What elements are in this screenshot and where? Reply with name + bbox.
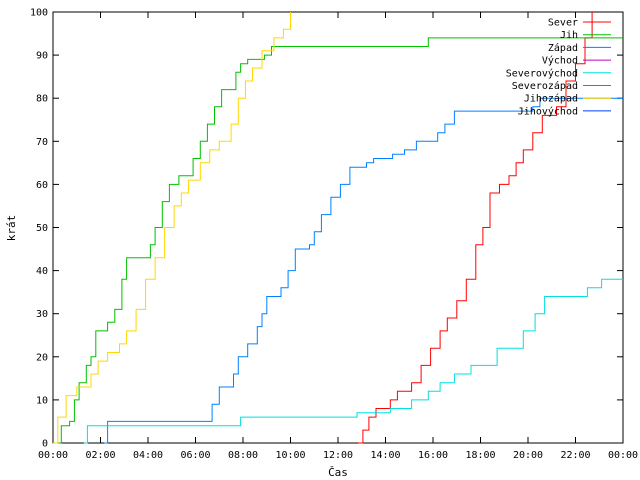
x-axis-label: Čas xyxy=(328,466,348,479)
x-tick-label: 22:00 xyxy=(560,450,590,461)
x-tick-label: 16:00 xyxy=(418,450,448,461)
legend-label: Východ xyxy=(542,55,578,67)
y-tick-label: 70 xyxy=(36,137,48,148)
x-tick-label: 02:00 xyxy=(85,450,115,461)
series-line-severovýchod xyxy=(83,278,623,444)
legend: SeverJihZápadVýchodSeverovýchodSeverozáp… xyxy=(506,18,611,117)
y-tick-label: 0 xyxy=(42,439,48,450)
y-tick-label: 30 xyxy=(36,309,48,320)
legend-label: Sever xyxy=(548,18,578,29)
y-tick-label: 40 xyxy=(36,266,48,277)
x-tick-label: 18:00 xyxy=(465,450,495,461)
series-line-jih xyxy=(57,37,623,444)
series-line-jihozápad xyxy=(53,12,291,444)
legend-label: Jihozápad xyxy=(524,93,578,105)
y-tick-label: 90 xyxy=(36,51,48,62)
y-tick-label: 50 xyxy=(36,223,48,234)
y-tick-label: 100 xyxy=(30,8,48,19)
x-tick-label: 00:00 xyxy=(608,450,638,461)
x-tick-label: 10:00 xyxy=(275,450,305,461)
y-axis-label: krát xyxy=(5,215,18,242)
y-tick-label: 60 xyxy=(36,180,48,191)
x-tick-label: 00:00 xyxy=(38,450,68,461)
x-tick-label: 12:00 xyxy=(323,450,353,461)
y-tick-label: 20 xyxy=(36,352,48,363)
legend-label: Severovýchod xyxy=(506,67,578,79)
x-tick-label: 20:00 xyxy=(513,450,543,461)
x-tick-label: 04:00 xyxy=(133,450,163,461)
series-line-západ xyxy=(104,97,623,444)
series-line-sever xyxy=(358,12,593,444)
legend-label: Jihovýchod xyxy=(518,105,578,117)
series-layer xyxy=(53,12,623,444)
legend-label: Západ xyxy=(548,42,578,54)
x-tick-label: 14:00 xyxy=(370,450,400,461)
y-tick-label: 10 xyxy=(36,395,48,406)
axes: 0 10 20 30 40 50 60 70 80 90 100 00:00 02:00 04:00 06:… xyxy=(30,8,638,462)
legend-label: Severozápad xyxy=(512,80,578,92)
x-tick-label: 06:00 xyxy=(180,450,210,461)
y-tick-label: 80 xyxy=(36,94,48,105)
legend-label: Jih xyxy=(560,30,578,41)
x-tick-label: 08:00 xyxy=(228,450,258,461)
